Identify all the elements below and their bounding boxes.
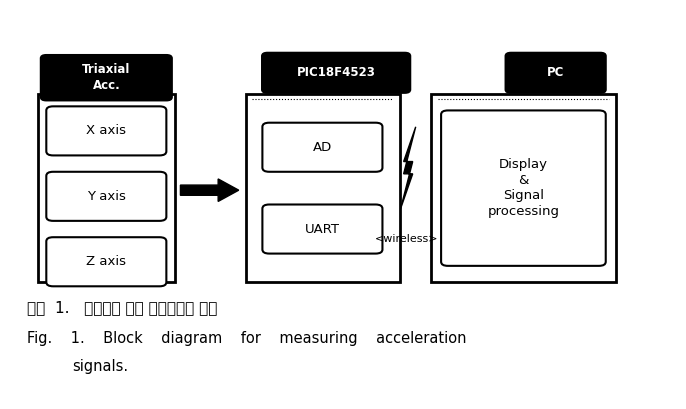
Text: X axis: X axis — [86, 124, 126, 137]
Text: AD: AD — [313, 141, 332, 154]
FancyBboxPatch shape — [47, 106, 166, 155]
Text: Z axis: Z axis — [86, 255, 126, 268]
Bar — [246, 94, 400, 282]
Bar — [431, 94, 616, 282]
Text: Fig.    1.    Block    diagram    for    measuring    acceleration: Fig. 1. Block diagram for measuring acce… — [27, 330, 467, 346]
Polygon shape — [401, 127, 416, 209]
FancyBboxPatch shape — [41, 55, 172, 100]
Text: Y axis: Y axis — [87, 190, 126, 203]
Bar — [38, 94, 175, 282]
Text: <wireless>: <wireless> — [375, 234, 438, 244]
FancyBboxPatch shape — [262, 53, 410, 93]
FancyBboxPatch shape — [262, 123, 382, 172]
Text: PC: PC — [547, 66, 565, 79]
FancyBboxPatch shape — [506, 53, 606, 93]
FancyBboxPatch shape — [47, 172, 166, 221]
FancyBboxPatch shape — [441, 110, 606, 266]
Text: Triaxial
Acc.: Triaxial Acc. — [82, 63, 130, 92]
Polygon shape — [180, 179, 239, 201]
Text: Display
&
Signal
processing: Display & Signal processing — [488, 158, 559, 218]
Text: UART: UART — [305, 222, 340, 236]
Text: signals.: signals. — [72, 359, 128, 374]
FancyBboxPatch shape — [47, 237, 166, 286]
Text: PIC18F4523: PIC18F4523 — [297, 66, 375, 79]
Text: 그림  1.   가속도계 신호 측정시스템 구성: 그림 1. 가속도계 신호 측정시스템 구성 — [27, 300, 218, 315]
FancyBboxPatch shape — [262, 204, 382, 254]
